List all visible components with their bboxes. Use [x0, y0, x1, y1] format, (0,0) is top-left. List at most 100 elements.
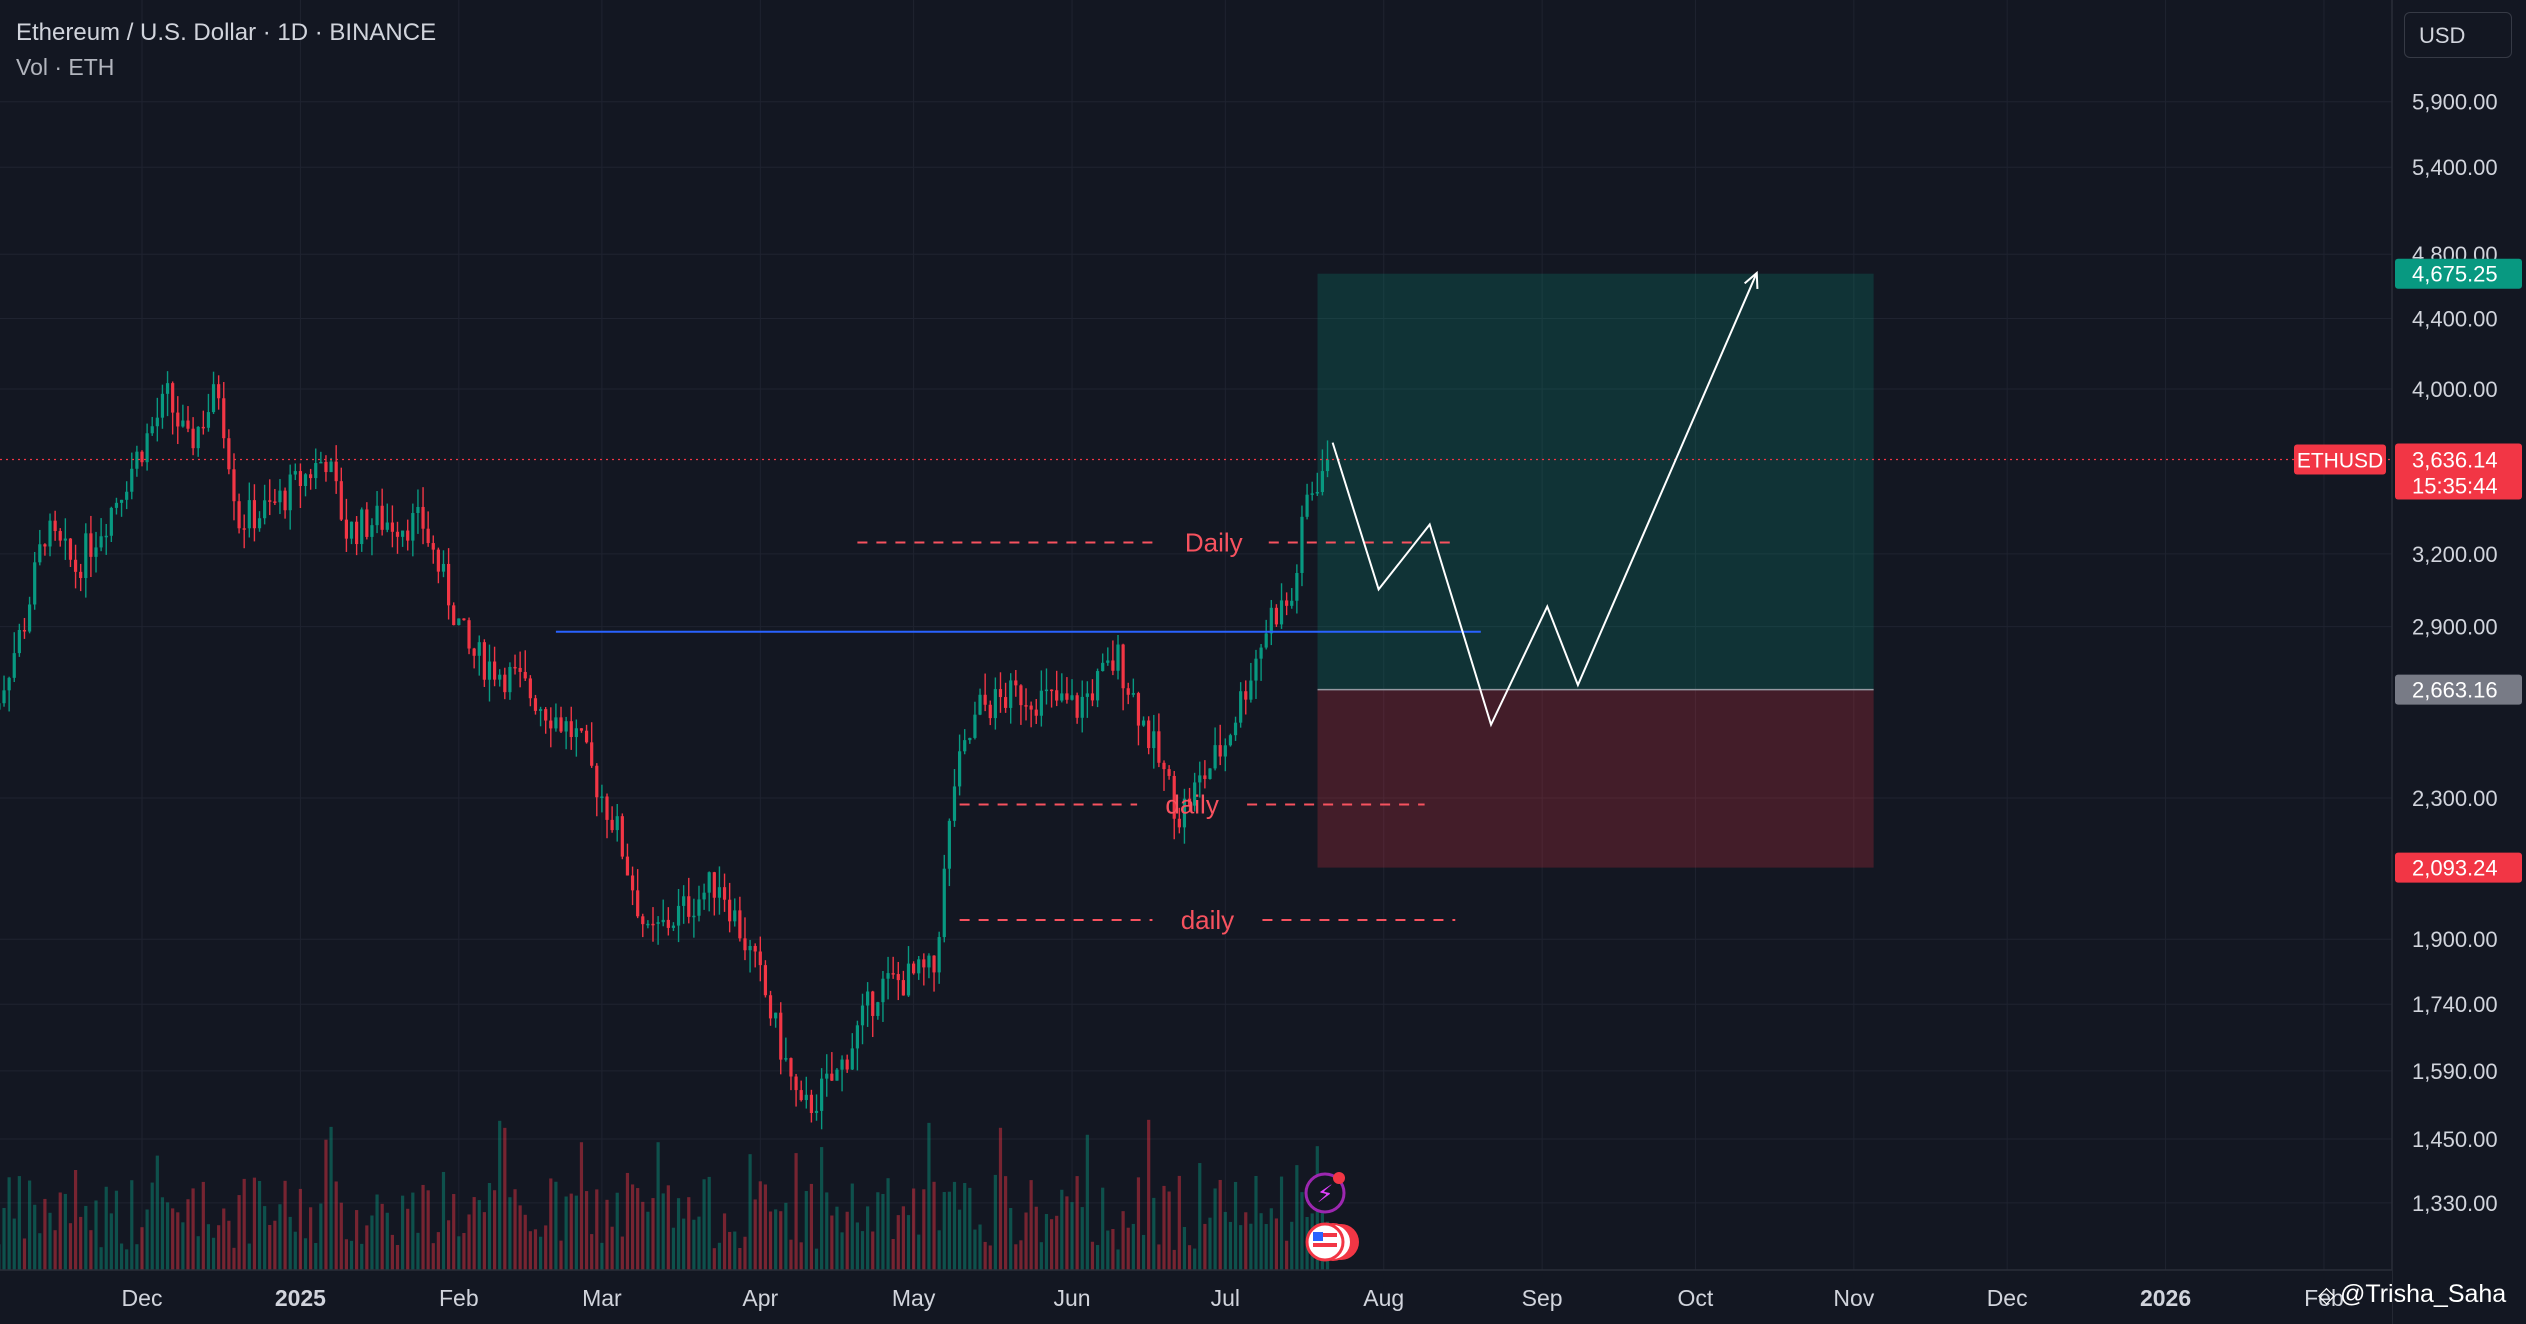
- price-tick-label: 2,300.00: [2412, 786, 2498, 811]
- candle-body: [528, 678, 532, 699]
- price-tick-label: 2,900.00: [2412, 615, 2498, 640]
- volume-bar: [181, 1222, 185, 1270]
- volume-bar: [242, 1178, 246, 1270]
- volume-bar: [222, 1208, 226, 1270]
- candle-body: [845, 1059, 849, 1070]
- candle-body: [1131, 693, 1135, 695]
- candle-body: [1218, 745, 1222, 757]
- volume-bar: [738, 1248, 742, 1270]
- volume-bar: [1193, 1248, 1197, 1270]
- symbol-title[interactable]: Ethereum / U.S. Dollar · 1D · BINANCE: [16, 19, 437, 46]
- volume-bar: [584, 1191, 589, 1270]
- volume-bar: [201, 1181, 205, 1270]
- candle-body: [615, 816, 619, 831]
- candle-body: [375, 505, 379, 526]
- volume-bar: [768, 1211, 773, 1270]
- candle-body: [835, 1069, 839, 1081]
- volume-bar: [217, 1225, 221, 1270]
- ticker-tag: [2294, 444, 2386, 475]
- candle-body: [1019, 685, 1023, 706]
- candle-body: [850, 1048, 854, 1070]
- volume-bar: [1182, 1226, 1187, 1270]
- volume-bar: [416, 1232, 420, 1270]
- candle-body: [1024, 705, 1028, 707]
- candle-body: [186, 420, 190, 429]
- candle-body: [201, 426, 205, 429]
- candle-body: [876, 1002, 880, 1016]
- candle-body: [794, 1076, 798, 1091]
- volume-bar: [549, 1178, 553, 1270]
- candle-body: [324, 461, 328, 473]
- volume-bars: [0, 1119, 1330, 1270]
- candle-body: [94, 547, 98, 557]
- volume-bar: [656, 1142, 660, 1270]
- volume-bar: [1009, 1208, 1013, 1270]
- currency-button[interactable]: USD: [2404, 12, 2512, 58]
- volume-bar: [1208, 1217, 1212, 1270]
- candle-body: [283, 490, 287, 511]
- chart-grid: [0, 0, 2392, 1270]
- candle-body: [1315, 492, 1319, 494]
- volume-bar: [380, 1203, 384, 1270]
- volume-bar: [947, 1191, 951, 1270]
- candle-body: [171, 383, 175, 413]
- candle-body: [569, 721, 573, 738]
- time-axis-bg: [0, 1270, 2392, 1324]
- volume-bar: [171, 1208, 175, 1270]
- candle-body: [1279, 600, 1284, 625]
- volume-bar: [1285, 1240, 1289, 1270]
- volume-bar: [666, 1185, 670, 1270]
- volume-bar: [53, 1230, 57, 1270]
- candle-body: [1039, 690, 1043, 716]
- volume-bar: [140, 1227, 144, 1270]
- volume-bar: [820, 1147, 824, 1270]
- volume-bar: [1106, 1230, 1110, 1270]
- candle-body: [452, 605, 456, 626]
- candle-body: [584, 730, 589, 743]
- volume-bar: [1264, 1224, 1268, 1270]
- volume-bar: [1024, 1212, 1028, 1270]
- volume-bar: [886, 1178, 890, 1270]
- volume-bar: [901, 1206, 905, 1270]
- candle-body: [983, 694, 987, 705]
- volume-bar: [973, 1229, 977, 1270]
- volume-bar: [825, 1192, 829, 1270]
- volume-bar: [625, 1172, 630, 1270]
- volume-legend[interactable]: Vol · ETH: [16, 54, 115, 80]
- candle-body: [217, 384, 221, 399]
- volume-bar: [1136, 1177, 1141, 1270]
- volume-bar: [661, 1193, 665, 1270]
- candle-body: [1305, 494, 1309, 517]
- volume-bar: [917, 1234, 921, 1270]
- candle-body: [605, 796, 609, 820]
- volume-bar: [1259, 1213, 1263, 1270]
- volume-bar: [237, 1195, 241, 1270]
- candle-body: [457, 618, 461, 626]
- candle-body: [963, 740, 967, 752]
- volume-bar: [447, 1220, 451, 1270]
- author-attribution[interactable]: ◇ @Trisha_Saha: [2318, 1280, 2524, 1320]
- volume-bar: [457, 1236, 461, 1270]
- volume-bar: [983, 1241, 987, 1270]
- candle-body: [237, 501, 241, 529]
- us-flag-stripe: [1313, 1243, 1337, 1247]
- candle-body: [1259, 647, 1263, 659]
- event-markers: ⚡: [1304, 1172, 1359, 1262]
- time-tick-label: Sep: [1522, 1285, 1563, 1311]
- volume-bar: [43, 1198, 47, 1270]
- candle-body: [508, 666, 512, 693]
- candle-body: [1060, 693, 1064, 701]
- candle-body: [814, 1110, 819, 1113]
- candle-body: [268, 500, 272, 502]
- volume-bar: [309, 1207, 313, 1270]
- candle-body: [600, 796, 604, 798]
- volume-bar: [1167, 1191, 1171, 1270]
- time-tick-label: Jun: [1053, 1285, 1090, 1311]
- volume-bar: [109, 1213, 113, 1270]
- candle-body: [0, 703, 1, 710]
- candle-body: [1177, 818, 1181, 828]
- candle-body: [263, 500, 267, 519]
- candle-body: [722, 887, 727, 900]
- volume-bar: [155, 1155, 159, 1270]
